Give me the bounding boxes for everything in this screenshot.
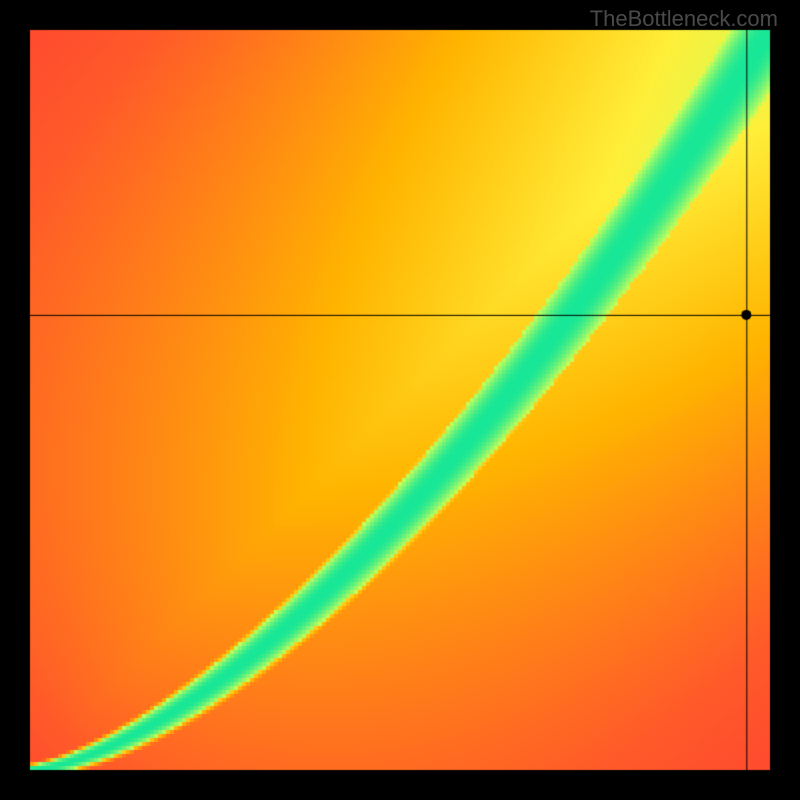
- bottleneck-heatmap: [0, 0, 800, 800]
- chart-container: TheBottleneck.com: [0, 0, 800, 800]
- watermark-text: TheBottleneck.com: [590, 6, 778, 32]
